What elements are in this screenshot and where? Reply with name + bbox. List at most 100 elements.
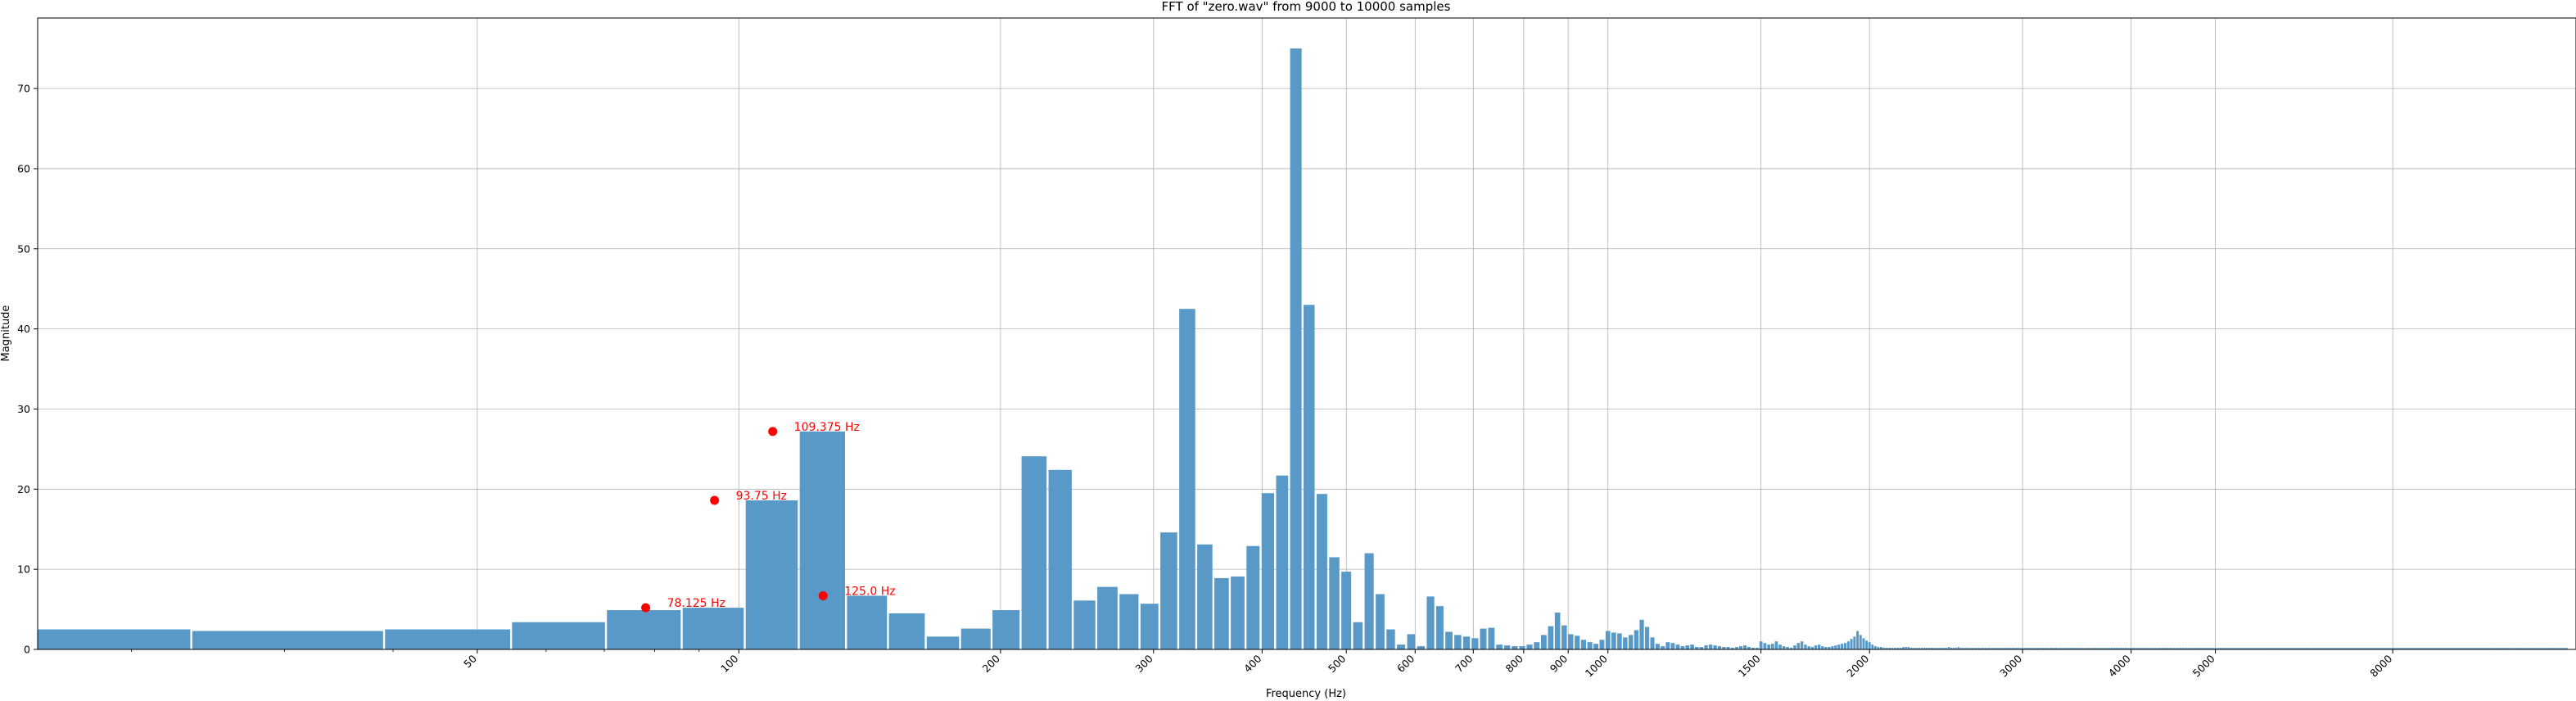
fft-bar — [1778, 644, 1782, 649]
fft-bar — [2338, 648, 2339, 649]
fft-bar — [1759, 641, 1763, 649]
fft-bar — [2509, 648, 2510, 649]
fft-bar — [2250, 648, 2253, 649]
fft-bar — [1738, 646, 1742, 649]
fft-bar — [1923, 648, 1926, 649]
fft-bar — [2480, 648, 2482, 649]
fft-bar — [2524, 648, 2526, 649]
fft-bar — [1534, 642, 1540, 649]
fft-bar — [1119, 594, 1139, 649]
fft-bar — [1611, 632, 1616, 649]
fft-bar — [992, 610, 1020, 649]
fft-bar — [2514, 648, 2515, 649]
fft-bar — [2319, 648, 2321, 649]
fft-bar — [2508, 648, 2509, 649]
fft-bar — [2305, 648, 2307, 649]
fft-bar — [1580, 640, 1587, 649]
fft-bar — [2503, 648, 2504, 649]
fft-bar — [2022, 648, 2024, 649]
fft-bar — [2343, 648, 2345, 649]
fft-bar — [385, 629, 510, 649]
fft-bar — [2332, 648, 2334, 649]
fft-bar — [2281, 648, 2283, 649]
fft-bar — [2492, 648, 2494, 649]
fft-bar — [2430, 648, 2432, 649]
fft-bar — [1818, 644, 1821, 649]
fft-bar — [1941, 648, 1943, 649]
fft-bar — [1920, 648, 1923, 649]
fft-bar — [2112, 648, 2114, 649]
fft-bar — [2400, 648, 2402, 649]
plot-frame — [37, 17, 2576, 650]
y-axis-label: Magnitude — [0, 305, 12, 362]
y-tick-label: 0 — [24, 644, 30, 656]
fft-bar — [2362, 648, 2364, 649]
fft-bar — [2484, 648, 2486, 649]
fft-bar — [1661, 646, 1665, 649]
fft-bar — [2501, 648, 2502, 649]
fft-bar — [682, 608, 744, 649]
fft-bar — [2081, 648, 2084, 649]
fft-bar — [2492, 648, 2493, 649]
fft-bar — [1913, 648, 1915, 649]
fft-bar — [2237, 648, 2239, 649]
fft-bar — [2330, 648, 2332, 649]
fft-bar — [2430, 648, 2431, 649]
fft-bar — [1488, 627, 1495, 649]
fft-bar — [1073, 600, 1096, 649]
fft-bar — [2510, 648, 2511, 649]
peak-marker — [710, 495, 720, 505]
x-tick-label: 400 — [1241, 652, 1264, 675]
fft-bar — [2200, 648, 2202, 649]
fft-bar — [1948, 647, 1950, 649]
fft-bar — [2003, 648, 2005, 649]
fft-bar — [1859, 635, 1862, 649]
fft-bar — [2506, 648, 2508, 649]
fft-bar — [1957, 647, 1959, 649]
fft-bar — [2520, 648, 2521, 649]
fft-bar — [2491, 648, 2492, 649]
fft-bar — [2335, 648, 2337, 649]
fft-bar — [2390, 648, 2391, 649]
fft-bar — [2106, 648, 2108, 649]
fft-bar — [2411, 648, 2412, 649]
fft-bar — [2252, 648, 2253, 649]
fft-bar — [2467, 648, 2468, 649]
fft-bar — [1936, 648, 1938, 649]
fft-bar — [1021, 456, 1047, 649]
fft-bar — [2099, 648, 2101, 649]
fft-bar — [1763, 643, 1767, 649]
fft-bar — [2191, 648, 2193, 649]
fft-bar — [2249, 648, 2251, 649]
fft-bar — [2481, 648, 2483, 649]
fft-bar — [2379, 648, 2381, 649]
fft-bar — [2419, 648, 2420, 649]
fft-bar — [2377, 648, 2379, 649]
fft-bar — [2175, 648, 2176, 649]
fft-bar — [2529, 648, 2531, 649]
fft-bar — [2080, 648, 2081, 649]
fft-bar — [1810, 647, 1814, 649]
fft-bar — [2486, 648, 2487, 649]
fft-bar — [2337, 648, 2338, 649]
fft-bar — [1747, 647, 1751, 649]
fft-bar — [2479, 648, 2480, 649]
fft-bar — [2515, 648, 2517, 649]
fft-bar — [2050, 648, 2052, 649]
fft-bar — [2350, 648, 2352, 649]
fft-bar — [2321, 648, 2322, 649]
fft-bar — [2427, 648, 2429, 649]
fft-bar — [2490, 648, 2492, 649]
fft-bar — [2409, 648, 2410, 649]
fft-bar — [2439, 648, 2441, 649]
fft-bar — [1999, 648, 2001, 649]
fft-bar — [2521, 648, 2523, 649]
fft-bar — [2317, 648, 2319, 649]
fft-bar — [2291, 648, 2293, 649]
fft-bar — [2404, 648, 2406, 649]
fft-bar — [2488, 648, 2490, 649]
fft-bar — [2471, 648, 2472, 649]
fft-bar — [1767, 644, 1770, 649]
fft-bar — [2262, 648, 2264, 649]
fft-bar — [1364, 553, 1374, 649]
